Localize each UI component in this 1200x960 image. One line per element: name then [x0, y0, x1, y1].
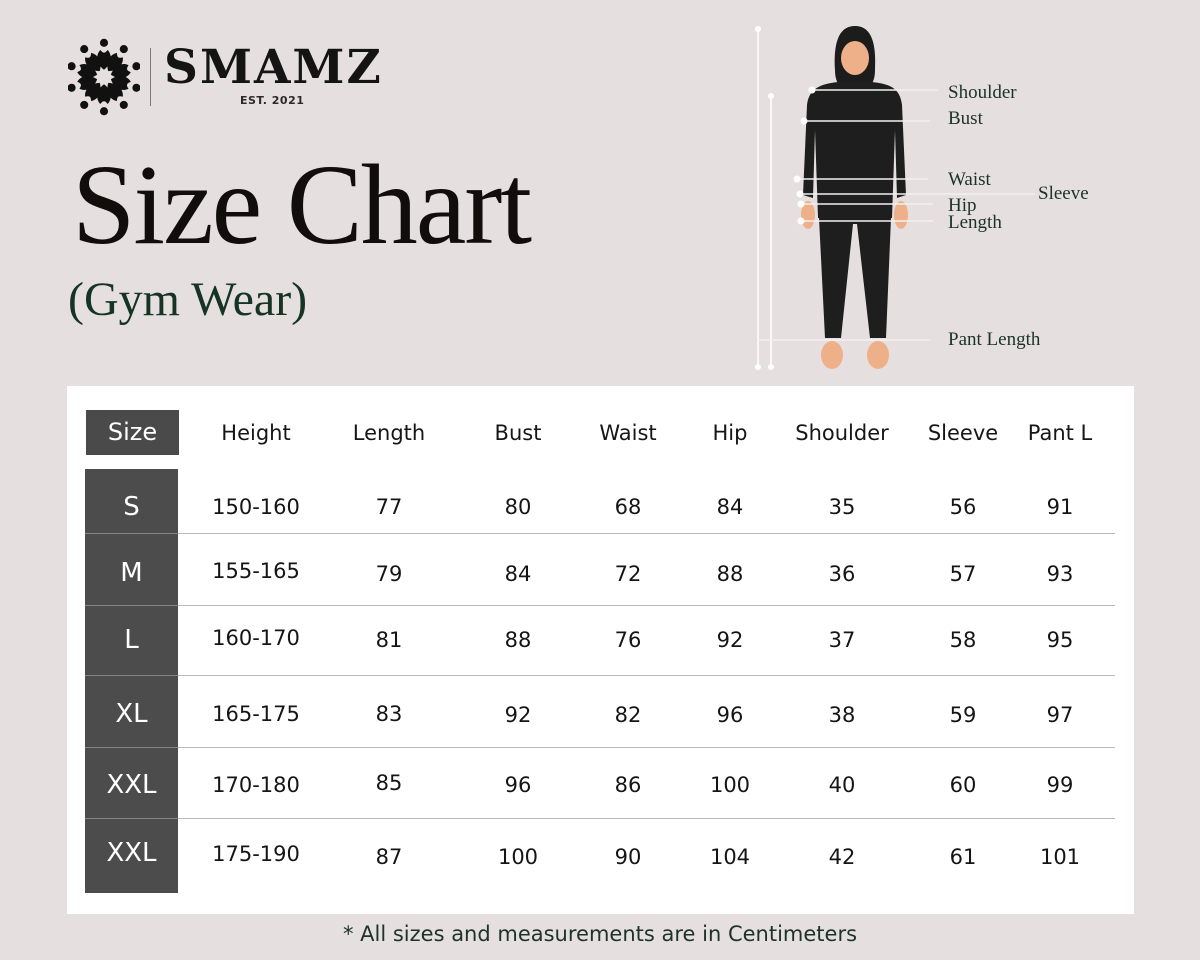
cell-shoulder: 38 — [828, 703, 856, 727]
size-column — [85, 469, 178, 893]
cell-hip: 88 — [716, 562, 744, 586]
cell-waist: 90 — [614, 845, 642, 869]
logo-divider — [150, 48, 151, 106]
cell-bust: 88 — [504, 628, 532, 652]
cell-waist: 82 — [614, 703, 642, 727]
cell-pant-length: 95 — [1046, 628, 1074, 652]
figure-label-bust: Bust — [948, 108, 983, 129]
cell-waist: 68 — [614, 495, 642, 519]
cell-sleeve: 61 — [949, 845, 977, 869]
column-header-pant-length: Pant L — [1027, 421, 1093, 445]
cell-length: 79 — [375, 562, 403, 586]
cell-waist: 76 — [614, 628, 642, 652]
column-header-height: Height — [221, 421, 291, 445]
figure-label-pant-length: Pant Length — [948, 329, 1041, 350]
column-header-sleeve: Sleeve — [927, 421, 999, 445]
size-label: S — [123, 492, 140, 522]
cell-pant-length: 97 — [1046, 703, 1074, 727]
size-label: M — [120, 558, 143, 588]
size-label: XXL — [106, 838, 157, 868]
brand-established: EST. 2021 — [240, 94, 305, 107]
cell-shoulder: 36 — [828, 562, 856, 586]
cell-height: 160-170 — [212, 626, 300, 650]
cell-height: 175-190 — [212, 842, 300, 866]
cell-height: 165-175 — [212, 702, 300, 726]
cell-bust: 92 — [504, 703, 532, 727]
cell-sleeve: 60 — [949, 773, 977, 797]
page-title: Size Chart — [72, 141, 532, 268]
size-divider — [85, 818, 178, 819]
column-header-shoulder: Shoulder — [795, 421, 889, 445]
size-label: XXL — [106, 770, 157, 800]
cell-height: 150-160 — [212, 495, 300, 519]
body-measurement-figure-icon — [755, 26, 1035, 370]
figure-label-waist: Waist — [948, 169, 991, 190]
cell-bust: 84 — [504, 562, 532, 586]
cell-pant-length: 91 — [1046, 495, 1074, 519]
row-divider — [178, 747, 1115, 748]
cell-sleeve: 57 — [949, 562, 977, 586]
cell-hip: 104 — [709, 845, 751, 869]
size-label: XL — [115, 699, 148, 729]
cell-shoulder: 37 — [828, 628, 856, 652]
cell-hip: 96 — [716, 703, 744, 727]
cell-waist: 72 — [614, 562, 642, 586]
size-table: Size Height Length Bust Waist Hip Should… — [67, 386, 1134, 914]
size-divider — [85, 747, 178, 748]
row-divider — [178, 605, 1115, 606]
cell-length: 87 — [375, 845, 403, 869]
size-column-header: Size — [86, 410, 179, 455]
cell-shoulder: 40 — [828, 773, 856, 797]
mandala-flower-icon — [68, 38, 140, 116]
cell-hip: 92 — [716, 628, 744, 652]
cell-bust: 80 — [504, 495, 532, 519]
cell-height: 155-165 — [212, 559, 300, 583]
figure-label-length: Length — [948, 212, 1002, 233]
column-header-hip: Hip — [712, 421, 748, 445]
row-divider — [178, 675, 1115, 676]
cell-pant-length: 101 — [1039, 845, 1081, 869]
cell-sleeve: 58 — [949, 628, 977, 652]
figure-label-hip: Hip — [948, 195, 977, 216]
cell-length: 83 — [375, 702, 403, 726]
size-divider — [85, 675, 178, 676]
cell-pant-length: 99 — [1046, 773, 1074, 797]
size-label: L — [124, 625, 139, 655]
cell-bust: 96 — [504, 773, 532, 797]
size-divider — [85, 605, 178, 606]
size-divider — [85, 533, 178, 534]
row-divider — [178, 818, 1115, 819]
cell-length: 81 — [375, 628, 403, 652]
cell-length: 77 — [375, 495, 403, 519]
cell-shoulder: 42 — [828, 845, 856, 869]
row-divider — [178, 533, 1115, 534]
cell-height: 170-180 — [212, 773, 300, 797]
cell-waist: 86 — [614, 773, 642, 797]
column-header-bust: Bust — [494, 421, 542, 445]
cell-shoulder: 35 — [828, 495, 856, 519]
units-footnote: * All sizes and measurements are in Cent… — [342, 922, 858, 946]
cell-hip: 100 — [709, 773, 751, 797]
page-subtitle: (Gym Wear) — [68, 273, 308, 326]
brand-name: SMAMZ — [164, 40, 383, 95]
cell-hip: 84 — [716, 495, 744, 519]
cell-length: 85 — [375, 771, 403, 795]
cell-sleeve: 56 — [949, 495, 977, 519]
cell-bust: 100 — [497, 845, 539, 869]
column-header-length: Length — [352, 421, 426, 445]
cell-sleeve: 59 — [949, 703, 977, 727]
column-header-waist: Waist — [599, 421, 657, 445]
figure-label-sleeve: Sleeve — [1038, 183, 1089, 204]
cell-pant-length: 93 — [1046, 562, 1074, 586]
figure-label-shoulder: Shoulder — [948, 82, 1017, 103]
